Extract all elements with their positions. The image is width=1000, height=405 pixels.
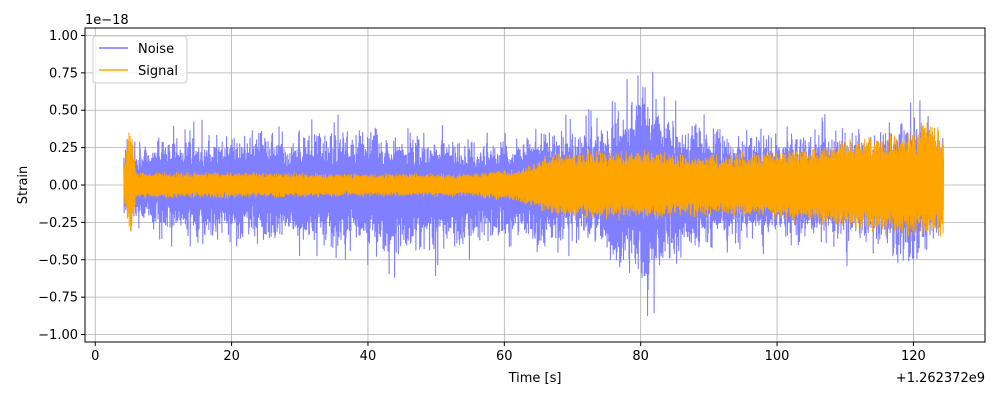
y-tick-label: 1.00 (49, 29, 78, 44)
x-axis-label: Time [s] (508, 371, 562, 386)
y-tick-label: 0.50 (49, 104, 78, 119)
legend: Noise Signal (92, 35, 188, 84)
x-tick-label: 100 (765, 349, 790, 364)
x-tick-label: 80 (632, 349, 649, 364)
x-tick-label: 60 (496, 349, 513, 364)
y-tick-label: −1.00 (38, 328, 78, 343)
y-axis-ticks: −1.00 −0.75 −0.50 −0.25 0.00 0.25 0.50 0.75 1.00 (38, 29, 85, 343)
y-tick-label: 0.75 (49, 66, 78, 81)
y-tick-label: −0.50 (38, 253, 78, 268)
y-tick-label: 0.25 (49, 141, 78, 156)
legend-label-noise: Noise (138, 42, 174, 57)
x-axis-ticks: 0 20 40 60 80 100 120 (91, 342, 926, 364)
y-tick-label: −0.75 (38, 291, 78, 306)
series-layer (123, 71, 944, 316)
y-scale-label: 1e−18 (85, 13, 129, 28)
y-tick-label: −0.25 (38, 216, 78, 231)
series-line-signal (123, 122, 944, 237)
y-tick-label: 0.00 (49, 179, 78, 194)
x-offset-label: +1.262372e9 (896, 371, 985, 386)
x-tick-label: 20 (223, 349, 240, 364)
y-axis-label: Strain (16, 166, 31, 205)
x-tick-label: 40 (360, 349, 377, 364)
legend-label-signal: Signal (138, 64, 178, 79)
x-tick-label: 120 (901, 349, 926, 364)
x-tick-label: 0 (91, 349, 99, 364)
